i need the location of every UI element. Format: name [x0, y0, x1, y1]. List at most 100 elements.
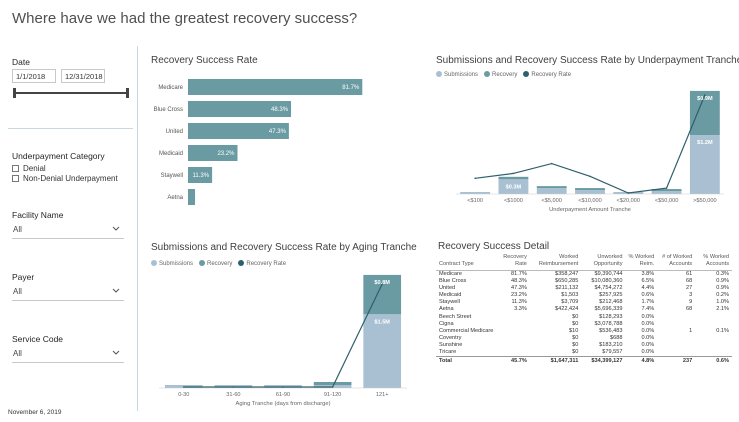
facility-value: All: [13, 225, 22, 234]
data-label: 48.3%: [271, 107, 289, 113]
category-label: Medicare: [158, 85, 183, 91]
payer-filter-label: Payer: [12, 272, 35, 282]
column-header[interactable]: Contract Type: [436, 254, 497, 271]
table-cell: $212,468: [599, 299, 623, 306]
table-cell: $650,285: [554, 278, 579, 285]
bar: [188, 167, 213, 183]
table-cell: $0: [572, 334, 579, 341]
recovery-rate-point: [474, 177, 476, 180]
table-cell: $1,647,311: [529, 356, 582, 366]
date-end-input[interactable]: 12/31/2018: [61, 69, 105, 83]
payer-dropdown[interactable]: All: [12, 287, 124, 301]
data-label: 47.3%: [269, 129, 287, 135]
chart-title-aging-tranche: Submissions and Recovery Success Rate by…: [151, 242, 417, 253]
table-cell: $0: [572, 349, 579, 356]
table-cell: $257,925: [599, 292, 623, 299]
recovery-rate-point: [282, 386, 284, 388]
page-title: Where have we had the greatest recovery …: [12, 10, 358, 27]
recovery-bar: [536, 186, 567, 189]
table-cell: 68: [685, 306, 693, 313]
submissions-bar: [460, 192, 491, 194]
column-header[interactable]: # of Worked Accounts: [657, 254, 696, 271]
service-dropdown[interactable]: All: [12, 349, 124, 363]
chevron-down-icon: [112, 350, 120, 355]
date-start-input[interactable]: 1/1/2018: [12, 69, 56, 83]
chart-title-underpayment-tranche: Submissions and Recovery Success Rate by…: [436, 55, 739, 66]
recovery-rate-point: [665, 187, 668, 189]
table-row: Beech Street $0 $128,293 0.0%: [436, 314, 732, 321]
checkbox-box[interactable]: [12, 175, 19, 182]
underpayment-tranche-chart: <$100 <$1000 <$5,000 <$10,000 <$20,000 <$50,0…: [456, 90, 724, 213]
legend-label: Submissions: [159, 261, 194, 267]
recovery-bar: [313, 382, 352, 385]
column-header[interactable]: % Worked Reim.: [625, 254, 658, 271]
table-cell: $4,754,272: [594, 285, 623, 292]
table-cell: 0.0%: [641, 320, 655, 327]
category-label: Aetna: [167, 195, 183, 201]
tick-label: 61-90: [276, 392, 290, 398]
table-cell: 4.8%: [625, 356, 658, 366]
recovery-rate-point: [627, 192, 630, 194]
table-row: United 47.3% $211,132 $4,754,272 4.4% 27 0.9%: [436, 285, 732, 292]
data-label: 23.2%: [217, 151, 235, 157]
table-cell: 0.2%: [716, 292, 729, 299]
underpayment-filter-label: Underpayment Category: [12, 151, 105, 161]
table-cell: [695, 342, 732, 349]
tick-label: 31-60: [226, 392, 240, 398]
table-cell: $536,483: [599, 327, 623, 334]
column-header[interactable]: Unworked Opportunity: [581, 254, 626, 271]
filter-divider: [8, 128, 133, 129]
checkbox-box[interactable]: [12, 165, 19, 172]
table-cell: [496, 314, 529, 321]
column-header[interactable]: Worked Reimbursement: [529, 254, 582, 271]
table-cell: [657, 342, 695, 349]
table-cell: 11.3%: [511, 299, 527, 306]
table-cell: 68: [685, 278, 693, 285]
table-cell: 7.4%: [641, 306, 655, 313]
checkbox-non-denial[interactable]: Non-Denial Underpayment: [12, 174, 118, 183]
table-cell: 3.3%: [514, 306, 527, 313]
slider-handle-end[interactable]: [126, 88, 129, 98]
category-label: Blue Cross: [154, 107, 183, 113]
table-cell: Medicare: [439, 271, 463, 277]
recovery-bar: [498, 176, 529, 180]
table-cell: 0.3%: [716, 271, 729, 277]
facility-dropdown[interactable]: All: [12, 225, 124, 239]
legend-item-recovery: Recovery: [199, 260, 232, 267]
category-label: Staywell: [161, 173, 183, 179]
tick-label: <$50,000: [655, 198, 679, 204]
x-axis-title: Underpayment Amount Tranche: [549, 207, 631, 213]
table-cell: $358,247: [554, 271, 579, 277]
slider-handle-start[interactable]: [13, 88, 16, 98]
table-cell: United: [439, 285, 456, 292]
column-header[interactable]: Recovery Rate: [496, 254, 530, 271]
table-cell: [695, 321, 732, 328]
data-label: $0.9M: [697, 96, 713, 102]
table-title: Recovery Success Detail: [438, 241, 550, 252]
bar: [188, 101, 292, 117]
bar: [188, 145, 238, 161]
table-cell: Cigna: [439, 320, 454, 327]
table-cell: $10: [568, 327, 579, 334]
table-cell: [657, 349, 695, 357]
chart-title-recovery-rate: Recovery Success Rate: [151, 55, 258, 66]
column-header[interactable]: % Worked Accounts: [695, 254, 732, 271]
date-range-slider[interactable]: [13, 88, 129, 98]
legend-item-submissions: Submissions: [436, 71, 478, 78]
submissions-bar: [363, 314, 402, 388]
table-cell: 1.0%: [716, 299, 729, 306]
chevron-down-icon: [112, 226, 120, 231]
recovery-bar: [575, 188, 605, 191]
table-cell: 1.7%: [641, 299, 655, 306]
table-cell: 81.7%: [511, 271, 527, 277]
checkbox-label: Non-Denial Underpayment: [23, 174, 118, 183]
legend-item-recovery-rate: Recovery Rate: [523, 71, 571, 78]
table-row: Sunshine $0 $183,210 0.0%: [436, 342, 732, 349]
table-cell: 3.8%: [641, 271, 655, 277]
recovery-rate-point: [550, 162, 553, 165]
table-cell: [695, 314, 732, 321]
table-cell: 0.0%: [641, 313, 655, 320]
checkbox-denial[interactable]: Denial: [12, 164, 46, 173]
table-cell: 2.1%: [716, 306, 729, 313]
table-cell: Commercial Medicare: [439, 327, 494, 334]
